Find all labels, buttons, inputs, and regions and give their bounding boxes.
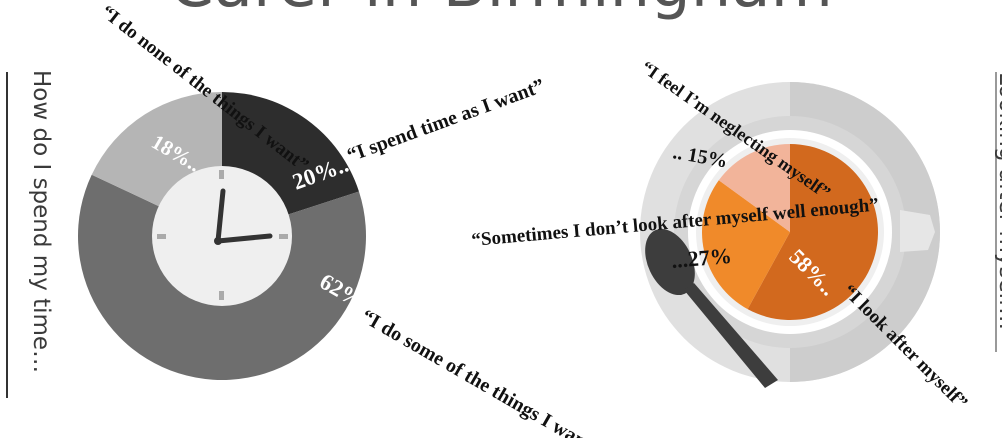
page-title: Carer in Birmingham: [0, 0, 1002, 22]
care-pie-slice-2: [718, 144, 790, 232]
slice-percent-sometimes: ...27%: [670, 243, 732, 273]
spoon-icon: [645, 228, 778, 388]
cup-handle: [900, 210, 935, 252]
clock-face: [152, 166, 292, 306]
time-chart-title: How do I spend my time…: [28, 70, 54, 374]
slice-label-some-things: “I do some of the things I want”: [358, 305, 605, 438]
time-pie-chart: [78, 92, 367, 380]
left-divider: [6, 72, 8, 398]
care-pie-chart: [640, 82, 940, 388]
care-pie-slice-1: [702, 180, 790, 310]
care-pie-slice-0: [747, 144, 878, 320]
slice-label-spend-time: “I spend time as I want”: [344, 75, 547, 167]
right-divider: [995, 72, 997, 352]
care-chart-title: Looking after myself…: [994, 72, 1002, 331]
clock-icon: [157, 170, 288, 300]
